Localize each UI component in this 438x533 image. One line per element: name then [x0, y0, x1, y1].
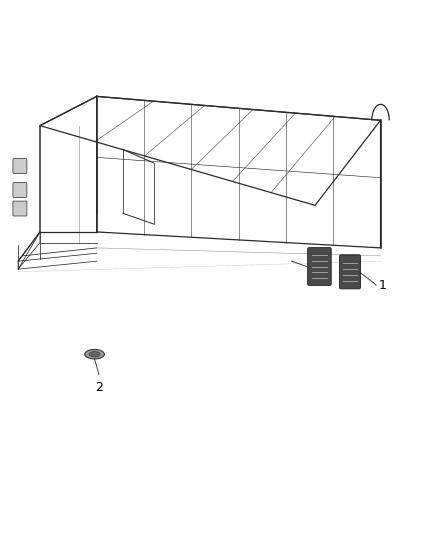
FancyBboxPatch shape — [307, 248, 331, 285]
FancyBboxPatch shape — [13, 159, 27, 173]
FancyBboxPatch shape — [339, 255, 360, 289]
Text: 1: 1 — [378, 279, 386, 292]
FancyBboxPatch shape — [13, 182, 27, 197]
FancyBboxPatch shape — [13, 201, 27, 216]
Text: 2: 2 — [95, 381, 103, 394]
Ellipse shape — [85, 350, 104, 359]
Ellipse shape — [89, 352, 100, 357]
